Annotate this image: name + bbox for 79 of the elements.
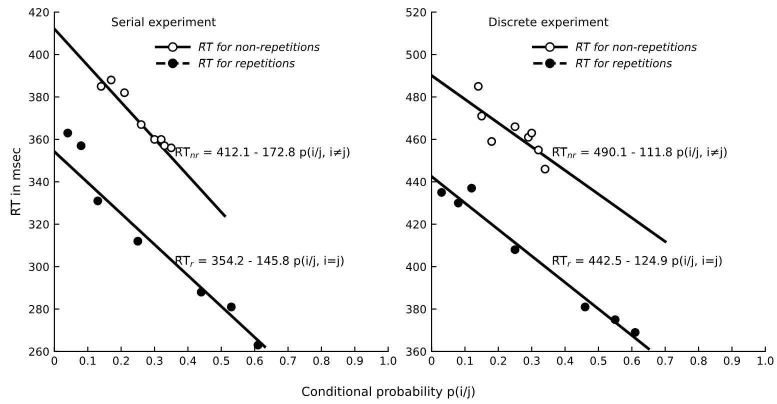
x-tick-label: 0.1 <box>80 356 96 365</box>
legend-label: R̅T̅ for non-repetitions <box>576 42 697 54</box>
annotation: R̅T̅$_{r}$ = 442.5 - 124.9 p(i/j, i=j) <box>552 256 722 268</box>
y-tick-label: 520 <box>406 8 426 16</box>
x-tick-label: 0.5 <box>590 356 606 365</box>
point <box>477 112 486 120</box>
point <box>474 82 483 91</box>
point <box>136 120 146 129</box>
x-tick-label: 0.6 <box>246 356 263 365</box>
x-tick-label: 0.3 <box>524 356 540 365</box>
point <box>120 88 129 98</box>
x-tick-label: 0.3 <box>146 356 162 365</box>
x-tick-label: 0.1 <box>456 356 473 365</box>
point <box>510 122 520 132</box>
y-tick-label: 420 <box>28 8 49 16</box>
point <box>133 236 142 246</box>
point <box>93 196 102 206</box>
x-tick-label: 0.7 <box>657 356 674 365</box>
point <box>580 302 590 312</box>
annotation: R̅T̅$_{nr}$ = 490.1 - 111.8 p(i/j, i≠j) <box>552 147 727 159</box>
y-tick-label: 400 <box>406 262 426 272</box>
x-tick-label: 0.9 <box>346 356 363 365</box>
x-tick-label: 0.8 <box>690 356 707 365</box>
point <box>610 315 620 324</box>
y-tick-label: 280 <box>29 305 49 314</box>
point <box>437 188 446 197</box>
point <box>156 134 166 144</box>
x-tick-label: 1.0 <box>380 356 396 365</box>
chart-title: Discrete experiment <box>489 17 608 29</box>
annotation: R̅T̅$_{nr}$ = 412.1 - 172.8 p(i/j, i≠j) <box>176 147 350 159</box>
point <box>510 245 520 254</box>
x-tick-label: 1.0 <box>758 356 774 365</box>
point <box>106 76 116 84</box>
point <box>487 137 496 146</box>
point <box>63 128 72 138</box>
x-tick-label: 0 <box>52 356 58 365</box>
x-tick-label: 0.4 <box>180 356 196 365</box>
point <box>96 82 106 91</box>
point <box>467 184 476 193</box>
y-tick-label: 300 <box>29 262 49 272</box>
point <box>527 128 536 138</box>
x-tick-label: 0.2 <box>113 356 129 365</box>
y-tick-label: 420 <box>406 220 426 229</box>
y-tick-label: 380 <box>29 92 49 102</box>
y-tick-label: 380 <box>406 305 426 314</box>
y-tick-label: 260 <box>29 347 49 356</box>
x-tick-label: 0.7 <box>280 356 296 365</box>
point <box>254 340 262 350</box>
y-tick-label: 460 <box>406 135 426 144</box>
point <box>160 141 169 150</box>
point <box>76 141 86 150</box>
y-tick-label: 400 <box>28 50 49 59</box>
point <box>166 143 176 152</box>
point <box>196 288 206 297</box>
x-tick-label: 0.2 <box>490 356 506 365</box>
y-tick-label: 340 <box>29 178 49 186</box>
x-axis-title: Conditional probability p(i/j) <box>302 386 475 399</box>
x-tick-label: 0 <box>428 356 434 365</box>
y-tick-label: 360 <box>29 135 49 144</box>
x-tick-label: 0.6 <box>624 356 640 365</box>
y-tick-label: 440 <box>406 178 426 186</box>
x-tick-label: 0.9 <box>724 356 740 365</box>
y-tick-label: 360 <box>406 347 426 356</box>
x-tick-label: 0.4 <box>556 356 574 365</box>
legend-label: R̅T̅ for repetitions <box>576 58 672 70</box>
y-axis-title: R̅T̅ in msec <box>10 148 20 216</box>
point <box>534 146 543 154</box>
point <box>540 164 550 174</box>
point <box>226 302 236 312</box>
legend-label: R̅T̅ for repetitions <box>198 58 295 70</box>
x-tick-label: 0.5 <box>213 356 230 365</box>
legend-label: R̅T̅ for non-repetitions <box>198 42 320 54</box>
chart-title: Serial experiment <box>112 17 216 29</box>
y-tick-label: 320 <box>29 220 49 229</box>
point <box>454 198 463 208</box>
y-tick-label: 500 <box>406 50 426 59</box>
point <box>630 328 640 337</box>
y-tick-label: 480 <box>406 92 426 102</box>
x-tick-label: 0.8 <box>313 356 330 365</box>
